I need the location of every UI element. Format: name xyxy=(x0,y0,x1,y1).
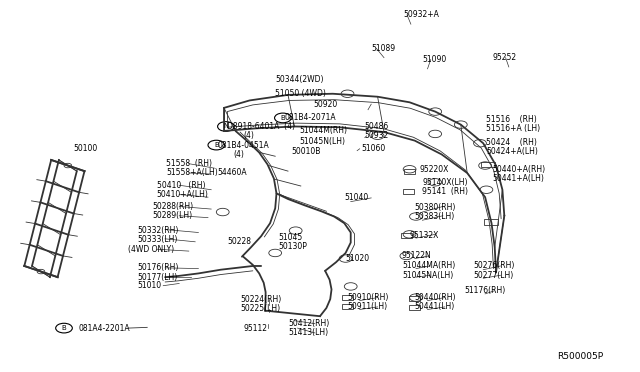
Text: 50412(RH): 50412(RH) xyxy=(288,319,329,328)
Text: 50177(LH): 50177(LH) xyxy=(138,273,178,282)
Text: 95122N: 95122N xyxy=(402,251,431,260)
Text: 51020: 51020 xyxy=(346,254,370,263)
Text: 50276(RH): 50276(RH) xyxy=(474,262,515,270)
Text: 51010: 51010 xyxy=(138,281,162,290)
Text: 51558+A(LH): 51558+A(LH) xyxy=(166,169,218,177)
Bar xyxy=(401,233,412,238)
Text: 51044M(RH): 51044M(RH) xyxy=(300,126,348,135)
Text: 50440+A(RH): 50440+A(RH) xyxy=(493,165,546,174)
Text: 081A4-2201A: 081A4-2201A xyxy=(78,324,130,333)
Text: 51045N(LH): 51045N(LH) xyxy=(300,137,346,146)
Text: 50424    (RH): 50424 (RH) xyxy=(486,138,537,147)
Text: 50225(LH): 50225(LH) xyxy=(240,304,280,313)
Text: 51413(LH): 51413(LH) xyxy=(288,328,328,337)
Text: 50424+A(LH): 50424+A(LH) xyxy=(486,147,538,156)
Text: 51176(RH): 51176(RH) xyxy=(464,286,505,295)
Text: 50440(RH): 50440(RH) xyxy=(415,293,456,302)
Text: 50224(RH): 50224(RH) xyxy=(240,295,281,304)
Text: 50010B: 50010B xyxy=(291,147,321,156)
Text: 51040: 51040 xyxy=(344,193,369,202)
Bar xyxy=(409,296,420,301)
Text: 50486: 50486 xyxy=(365,122,389,131)
Text: B: B xyxy=(280,115,285,121)
Text: 50130P: 50130P xyxy=(278,242,307,251)
Text: 50344(2WD): 50344(2WD) xyxy=(275,76,324,84)
Text: R500005P: R500005P xyxy=(557,352,603,361)
Text: 51044MA(RH): 51044MA(RH) xyxy=(402,262,455,270)
Text: 50932: 50932 xyxy=(365,131,389,140)
Text: 54460A: 54460A xyxy=(218,169,247,177)
Text: 50441+A(LH): 50441+A(LH) xyxy=(493,174,545,183)
Text: 50441(LH): 50441(LH) xyxy=(415,302,455,311)
Text: 50410+A(LH): 50410+A(LH) xyxy=(157,190,209,199)
Text: (4): (4) xyxy=(243,131,254,140)
Text: 50100: 50100 xyxy=(74,144,98,153)
Text: D8918-6401A  (4): D8918-6401A (4) xyxy=(227,122,295,131)
Text: 50911(LH): 50911(LH) xyxy=(348,302,388,311)
Text: 95112: 95112 xyxy=(243,324,268,333)
Text: 95252: 95252 xyxy=(493,53,517,62)
Text: 50288(RH): 50288(RH) xyxy=(152,202,193,211)
Text: N: N xyxy=(223,124,228,129)
Text: 081B4-2071A: 081B4-2071A xyxy=(285,113,337,122)
Text: 50228: 50228 xyxy=(227,237,251,246)
Text: 51558  (RH): 51558 (RH) xyxy=(166,159,212,168)
Text: B: B xyxy=(214,142,219,148)
Text: 50289(LH): 50289(LH) xyxy=(152,211,193,220)
Text: 50380(RH): 50380(RH) xyxy=(415,203,456,212)
Text: 50920: 50920 xyxy=(314,100,338,109)
Text: 50910(RH): 50910(RH) xyxy=(348,293,389,302)
Bar xyxy=(409,305,420,310)
Text: 95132X: 95132X xyxy=(410,231,439,240)
Text: 50410   (RH): 50410 (RH) xyxy=(157,181,205,190)
Text: (4WD ONLY): (4WD ONLY) xyxy=(128,245,174,254)
Text: 95220X: 95220X xyxy=(419,165,449,174)
Text: 95140X(LH): 95140X(LH) xyxy=(422,178,468,187)
Bar xyxy=(484,219,498,224)
Text: 51516    (RH): 51516 (RH) xyxy=(486,115,537,124)
Text: 51045NA(LH): 51045NA(LH) xyxy=(402,271,453,280)
Text: B: B xyxy=(61,325,67,331)
Text: 51516+A (LH): 51516+A (LH) xyxy=(486,124,541,133)
Text: 51090: 51090 xyxy=(422,55,447,64)
Bar xyxy=(342,295,353,300)
Text: 51089: 51089 xyxy=(371,44,396,53)
Text: 95141  (RH): 95141 (RH) xyxy=(422,187,468,196)
Text: 081B4-0451A: 081B4-0451A xyxy=(218,141,269,150)
Text: (4): (4) xyxy=(234,150,244,159)
Text: 50333(LH): 50333(LH) xyxy=(138,235,178,244)
Text: 50383(LH): 50383(LH) xyxy=(415,212,455,221)
Text: 50932+A: 50932+A xyxy=(403,10,439,19)
Bar xyxy=(404,169,415,173)
Bar xyxy=(481,161,495,167)
Text: 51045: 51045 xyxy=(278,233,303,242)
Bar xyxy=(403,189,414,194)
Text: 50176(RH): 50176(RH) xyxy=(138,263,179,272)
Text: 50332(RH): 50332(RH) xyxy=(138,226,179,235)
Text: 51060: 51060 xyxy=(362,144,386,153)
Bar xyxy=(342,304,353,310)
Text: 50277(LH): 50277(LH) xyxy=(474,271,514,280)
Text: 51050 (4WD): 51050 (4WD) xyxy=(275,89,326,97)
